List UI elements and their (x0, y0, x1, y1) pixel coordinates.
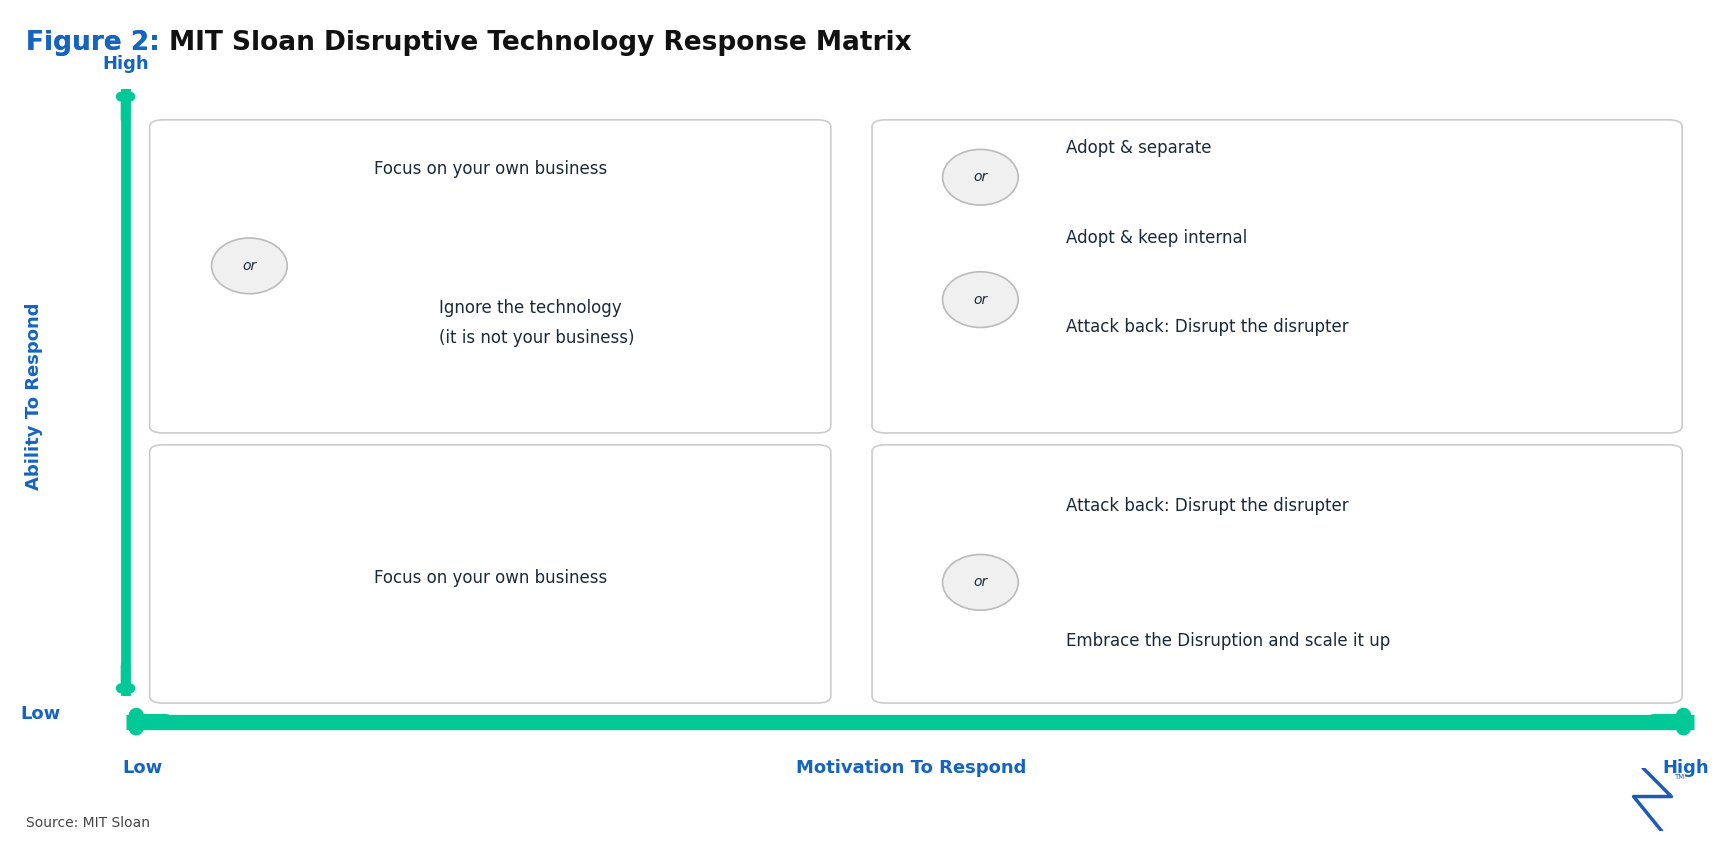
Text: Focus on your own business: Focus on your own business (373, 569, 607, 587)
Text: or: or (243, 259, 256, 273)
FancyBboxPatch shape (872, 445, 1682, 703)
Text: Adopt & keep internal: Adopt & keep internal (1066, 229, 1247, 247)
Text: Figure 2:: Figure 2: (26, 30, 169, 56)
Text: High: High (1662, 759, 1710, 777)
Text: or: or (974, 293, 987, 306)
Text: Figure 2:: Figure 2: (26, 30, 169, 56)
FancyBboxPatch shape (150, 120, 831, 433)
Text: or: or (974, 576, 987, 589)
Text: Source: MIT Sloan: Source: MIT Sloan (26, 816, 150, 830)
Text: MIT Sloan Disruptive Technology Response Matrix: MIT Sloan Disruptive Technology Response… (169, 30, 912, 56)
Text: Ability To Respond: Ability To Respond (26, 303, 43, 490)
Text: Adopt & separate: Adopt & separate (1066, 138, 1213, 157)
Text: Motivation To Respond: Motivation To Respond (796, 759, 1027, 777)
Text: Low: Low (21, 705, 60, 722)
Text: or: or (974, 170, 987, 184)
Text: Attack back: Disrupt the disrupter: Attack back: Disrupt the disrupter (1066, 497, 1348, 516)
FancyBboxPatch shape (150, 445, 831, 703)
Ellipse shape (212, 238, 287, 294)
Text: Low: Low (122, 759, 163, 777)
Text: TM: TM (1674, 775, 1684, 781)
Ellipse shape (943, 555, 1018, 610)
Text: Embrace the Disruption and scale it up: Embrace the Disruption and scale it up (1066, 632, 1391, 651)
Ellipse shape (943, 272, 1018, 327)
Text: Focus on your own business: Focus on your own business (373, 160, 607, 178)
Text: Attack back: Disrupt the disrupter: Attack back: Disrupt the disrupter (1066, 317, 1348, 336)
FancyBboxPatch shape (872, 120, 1682, 433)
Text: High: High (101, 56, 150, 73)
Text: Ignore the technology: Ignore the technology (439, 299, 621, 317)
Ellipse shape (943, 149, 1018, 205)
Text: (it is not your business): (it is not your business) (439, 328, 635, 347)
